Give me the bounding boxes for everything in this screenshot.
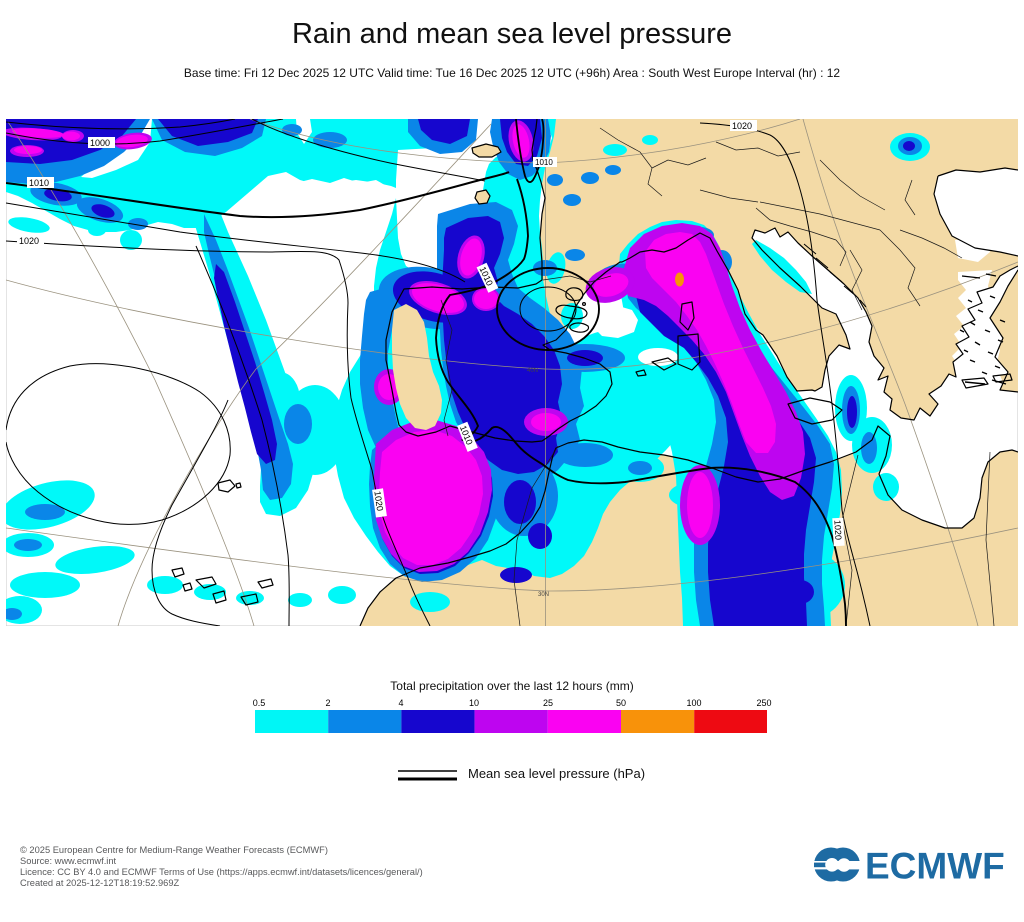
svg-text:1020: 1020 [832,520,843,541]
svg-text:1000: 1000 [90,138,110,148]
svg-text:1010: 1010 [535,158,553,167]
svg-text:1020: 1020 [19,236,39,246]
svg-text:1020: 1020 [372,490,385,511]
svg-text:1010: 1010 [29,178,49,188]
svg-text:25: 25 [543,698,553,708]
svg-text:50: 50 [616,698,626,708]
svg-text:250: 250 [756,698,771,708]
svg-text:1020: 1020 [732,121,752,131]
svg-text:10: 10 [469,698,479,708]
svg-text:0.5: 0.5 [253,698,266,708]
svg-text:2: 2 [325,698,330,708]
svg-text:ECMWF: ECMWF [865,846,1005,887]
svg-text:30N: 30N [538,592,549,598]
svg-text:4: 4 [398,698,403,708]
svg-text:40N: 40N [527,368,538,374]
svg-text:100: 100 [686,698,701,708]
